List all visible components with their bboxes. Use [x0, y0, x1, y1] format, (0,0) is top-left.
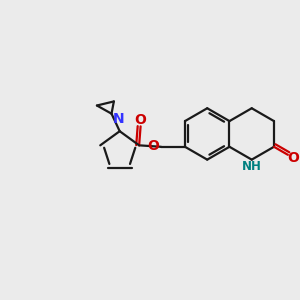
- Text: N: N: [112, 112, 124, 126]
- Text: O: O: [135, 113, 146, 127]
- Text: NH: NH: [242, 160, 262, 173]
- Text: O: O: [287, 151, 299, 165]
- Text: O: O: [148, 139, 160, 153]
